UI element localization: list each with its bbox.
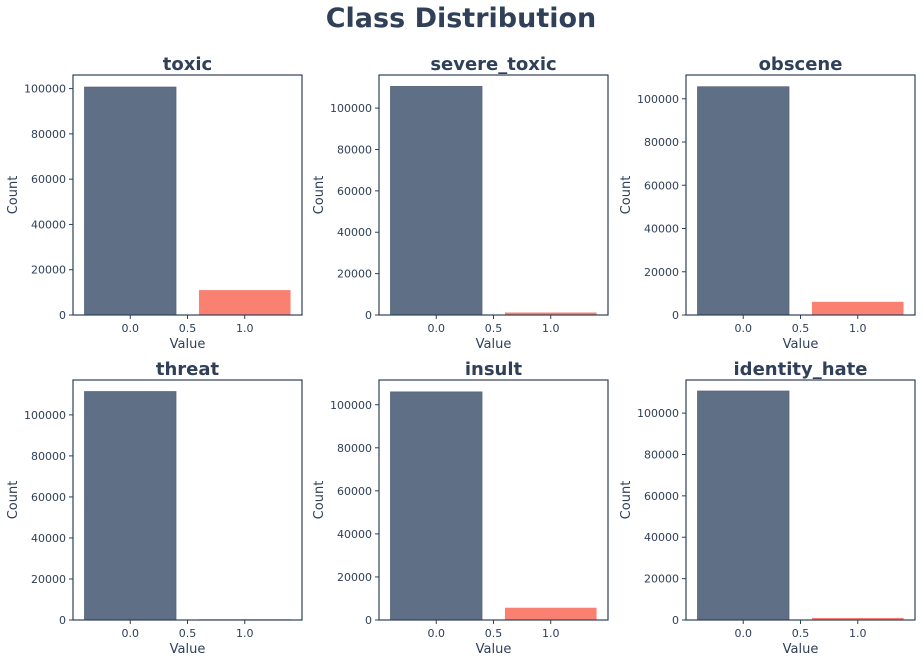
y-axis-label: Count [312,481,327,520]
bar-class-0 [390,391,483,621]
y-tick-label: 40000 [31,218,66,231]
x-tick-label: 0.0 [735,627,753,640]
x-axis-label: Value [476,337,512,352]
x-tick-label: 0.0 [428,322,446,335]
y-axis-label: Count [312,176,327,215]
y-tick-label: 100000 [24,83,66,96]
x-axis-label: Value [170,642,206,657]
y-tick-label: 60000 [31,173,66,186]
y-tick-label: 100000 [24,409,66,422]
y-tick-label: 0 [672,309,679,322]
y-tick-label: 20000 [31,264,66,277]
x-tick-label: 0.5 [485,627,503,640]
subplot-identity-hate: 0 20000 40000 60000 80000 100000 0.0 0.5 1.0 iden… [619,359,916,657]
x-tick-label: 1.0 [542,322,560,335]
bar-class-0 [697,86,790,316]
x-tick-label: 1.0 [849,322,867,335]
y-tick-label: 0 [672,614,679,627]
x-tick-label: 1.0 [236,322,254,335]
y-tick-label: 60000 [644,179,679,192]
bar-class-0 [390,86,483,316]
y-tick-label: 20000 [644,266,679,279]
subplot-obscene: 0 20000 40000 60000 80000 100000 0.0 0.5 1.0 obsc… [619,54,916,352]
y-tick-label: 0 [365,309,372,322]
bar-class-1 [504,312,597,315]
subplot-title: severe_toxic [430,54,556,75]
y-tick-label: 40000 [337,226,372,239]
y-tick-label: 20000 [31,573,66,586]
y-tick-label: 80000 [337,143,372,156]
figure-title: Class Distribution [325,3,597,34]
y-tick-label: 40000 [644,223,679,236]
bar-class-0 [697,390,790,621]
bar-class-1 [811,617,904,620]
y-tick-label: 100000 [637,407,679,420]
bar-class-1 [198,290,291,315]
y-axis-label: Count [619,481,634,520]
x-axis-label: Value [783,642,819,657]
x-tick-label: 0.0 [735,322,753,335]
x-axis-label: Value [783,337,819,352]
y-tick-label: 0 [365,614,372,627]
x-tick-label: 1.0 [542,627,560,640]
y-tick-label: 20000 [337,268,372,281]
x-tick-label: 1.0 [236,627,254,640]
x-axis-label: Value [476,642,512,657]
y-tick-label: 100000 [637,93,679,106]
x-tick-label: 1.0 [849,627,867,640]
y-tick-label: 60000 [31,491,66,504]
subplot-threat: 0 20000 40000 60000 80000 100000 0.0 0.5 1.0 thre… [6,359,303,657]
y-tick-label: 0 [59,309,66,322]
bar-class-0 [84,391,177,621]
x-axis-label: Value [170,337,206,352]
y-tick-label: 80000 [337,442,372,455]
y-tick-label: 80000 [31,128,66,141]
bar-class-1 [811,301,904,315]
y-axis-label: Count [619,176,634,215]
bar-class-0 [84,86,177,316]
y-tick-label: 100000 [330,102,372,115]
y-tick-label: 20000 [337,571,372,584]
x-tick-label: 0.0 [428,627,446,640]
y-tick-label: 80000 [644,136,679,149]
subplot-title: identity_hate [734,359,868,380]
y-tick-label: 80000 [644,448,679,461]
x-tick-label: 0.5 [485,322,503,335]
y-tick-label: 20000 [644,573,679,586]
y-tick-label: 80000 [31,450,66,463]
subplot-title: threat [156,359,220,380]
y-axis-label: Count [6,481,21,520]
subplot-toxic: 0 20000 40000 60000 80000 100000 0.0 0.5 1.0 toxi… [6,54,303,352]
y-tick-label: 40000 [31,532,66,545]
subplot-title: insult [465,359,523,380]
y-axis-label: Count [6,176,21,215]
x-tick-label: 0.5 [179,322,197,335]
subplot-severe-toxic: 0 20000 40000 60000 80000 100000 0.0 0.5 1.0 seve… [312,54,609,352]
y-tick-label: 40000 [337,528,372,541]
x-tick-label: 0.5 [792,322,810,335]
y-tick-label: 60000 [337,185,372,198]
y-tick-label: 60000 [337,485,372,498]
subplot-title: toxic [163,54,212,75]
x-tick-label: 0.0 [122,322,140,335]
y-tick-label: 0 [59,614,66,627]
x-tick-label: 0.5 [179,627,197,640]
subplot-insult: 0 20000 40000 60000 80000 100000 0.0 0.5 1.0 insu… [312,359,609,657]
y-tick-label: 100000 [330,399,372,412]
x-tick-label: 0.0 [122,627,140,640]
bar-class-1 [504,607,597,620]
x-tick-label: 0.5 [792,627,810,640]
subplot-title: obscene [759,54,843,75]
y-tick-label: 60000 [644,490,679,503]
y-tick-label: 40000 [644,531,679,544]
